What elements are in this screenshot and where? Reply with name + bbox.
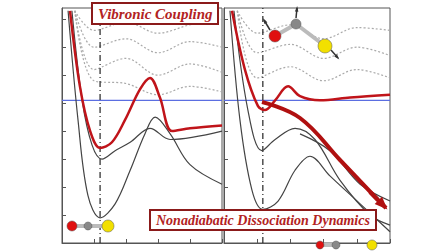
- svg-text:Nonadiabatic Dissociation Dyna: Nonadiabatic Dissociation Dynamics: [155, 213, 370, 228]
- svg-text:Vibronic Coupling: Vibronic Coupling: [98, 6, 213, 22]
